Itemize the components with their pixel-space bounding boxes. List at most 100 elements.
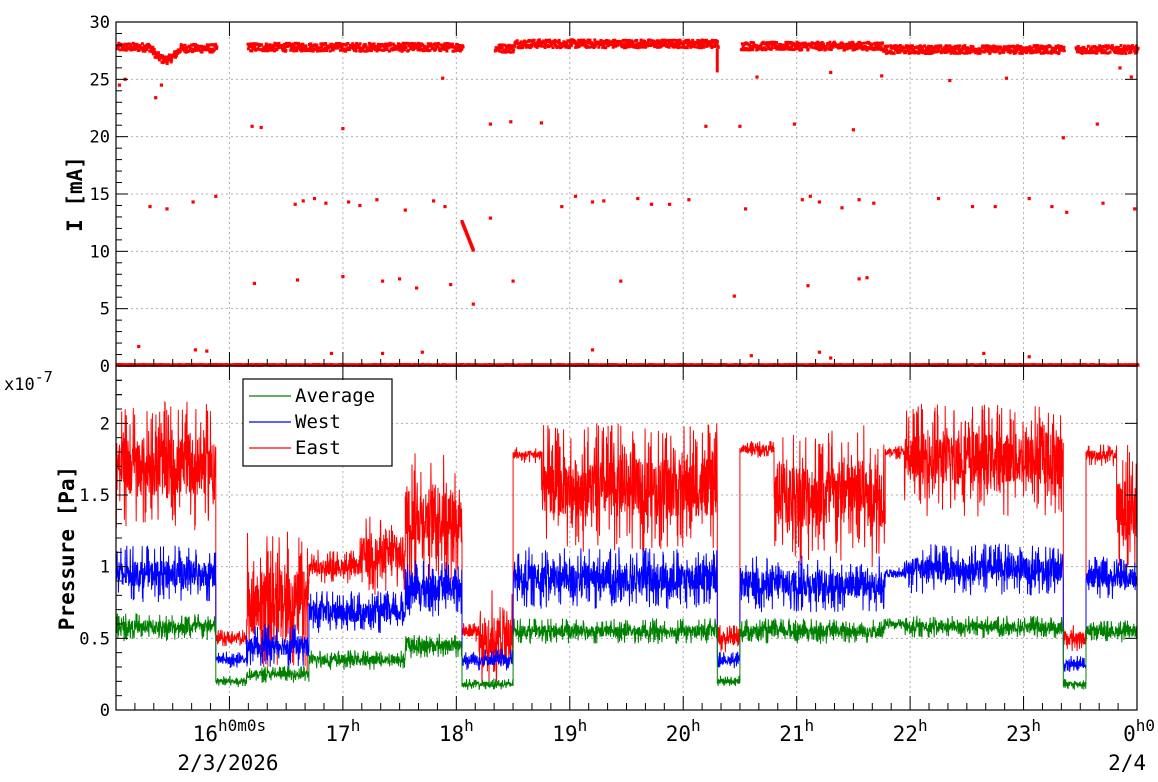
x-tick-label: 21h [779, 716, 814, 746]
current-outlier-point [590, 200, 595, 204]
current-outlier-point [1065, 210, 1069, 214]
current-outlier-point [880, 74, 884, 78]
current-panel: 0 5 10 15 20 25 30 I [mA] [63, 13, 1140, 377]
pressure-y-axis-label: Pressure [Pa] [55, 466, 79, 630]
current-outlier-point [936, 197, 941, 201]
current-outlier-point [205, 349, 209, 353]
current-outlier-point [590, 348, 595, 352]
x-tick-label: 19h [552, 716, 587, 746]
current-outlier-point [471, 302, 475, 306]
current-outlier-point [509, 120, 513, 124]
pressure-legend: Average West East [242, 378, 393, 467]
current-outlier-point [441, 76, 445, 80]
current-outlier-point [159, 83, 163, 87]
x-tick-label: 18h [439, 716, 474, 746]
current-outlier-point [993, 205, 997, 209]
current-y-tick-label: 10 [90, 242, 110, 262]
current-outlier-point [1095, 122, 1099, 126]
current-outlier-point [687, 198, 691, 202]
current-outlier-point [872, 201, 876, 205]
current-outlier-point [817, 200, 821, 204]
current-outlier-point [1101, 201, 1105, 205]
current-outlier-point [443, 205, 447, 209]
current-outlier-point [970, 205, 975, 209]
x-tick-label: 17h [325, 716, 360, 746]
current-outlier-point [619, 279, 623, 283]
pressure-exponent-label: x10-7 [4, 368, 53, 395]
current-y-tick-label: 15 [90, 185, 110, 205]
current-y-axis-label: I [mA] [63, 156, 87, 232]
current-outlier-point [403, 208, 407, 212]
current-outlier-point [398, 277, 402, 281]
current-outlier-point [1061, 136, 1065, 140]
current-outlier-point [511, 279, 515, 283]
current-outlier-point [165, 207, 169, 211]
current-outlier-point [301, 199, 305, 203]
current-y-tick-label: 0 [100, 357, 110, 377]
current-outlier-point [488, 122, 492, 126]
current-outlier-point [792, 122, 796, 126]
pressure-y-tick-label: 2 [100, 414, 110, 434]
current-outlier-point [250, 124, 254, 128]
current-outlier-point [193, 348, 197, 352]
current-outlier-point [191, 200, 195, 204]
current-outlier-point [668, 202, 672, 206]
current-outlier-point [704, 124, 708, 128]
x-tick-label: 16h0m0s [193, 716, 266, 746]
current-outlier-point [732, 294, 736, 298]
pressure-y-tick-label: 0 [100, 701, 110, 721]
current-grid [116, 22, 1137, 366]
pressure-series-east [115, 401, 1138, 687]
pressure-series-west [115, 542, 1138, 672]
current-outlier-point [573, 194, 578, 198]
current-outlier-point [840, 206, 844, 210]
current-outlier-point [800, 198, 804, 202]
current-outlier-point [982, 351, 986, 355]
current-outlier-point [857, 198, 861, 202]
current-outlier-point [851, 128, 855, 132]
x-tick-label: 23h [1006, 716, 1041, 746]
current-outlier-point [381, 279, 385, 283]
date-label-start: 2/3/2026 [177, 751, 278, 775]
current-outlier-point [744, 207, 748, 211]
x-tick-label: 0h0 [1123, 716, 1155, 746]
current-outlier-point [259, 125, 263, 130]
current-outlier-point [539, 121, 543, 125]
current-y-tick-label: 20 [90, 128, 110, 148]
current-outlier-point [137, 344, 141, 349]
current-outlier-point [252, 281, 256, 285]
legend-label-west: West [295, 411, 341, 433]
x-tick-label: 20h [666, 716, 701, 746]
current-outlier-point [1050, 205, 1054, 209]
current-outlier-point [148, 205, 152, 209]
current-outlier-point [649, 202, 654, 206]
current-y-tick-label: 25 [90, 70, 110, 90]
current-outlier-point [154, 96, 158, 100]
current-series [116, 38, 1140, 367]
current-outlier-point [829, 70, 833, 75]
current-outlier-point [948, 78, 952, 83]
current-outlier-point [329, 351, 334, 355]
x-tick-label: 22h [893, 716, 928, 746]
pressure-y-tick-label: 1.5 [79, 486, 110, 506]
current-outlier-point [1027, 197, 1031, 201]
current-outlier-point [857, 277, 861, 281]
current-outlier-point [1118, 66, 1122, 70]
current-outlier-point [817, 350, 821, 354]
current-outlier-point [324, 201, 328, 205]
current-y-tick-label: 30 [90, 13, 110, 33]
current-outlier-point [602, 199, 606, 203]
current-outlier-point [432, 199, 436, 203]
current-outlier-point [295, 278, 300, 282]
current-outlier-point [420, 350, 424, 354]
current-outlier-point [806, 284, 810, 288]
current-outlier-point [749, 354, 753, 358]
current-outlier-point [636, 197, 640, 201]
current-outlier-point [358, 203, 362, 208]
current-outlier-point [488, 216, 492, 220]
current-outlier-point [375, 198, 379, 202]
current-outlier-point [829, 356, 833, 360]
current-outlier-point [293, 202, 297, 206]
current-ramp-point [471, 248, 475, 252]
